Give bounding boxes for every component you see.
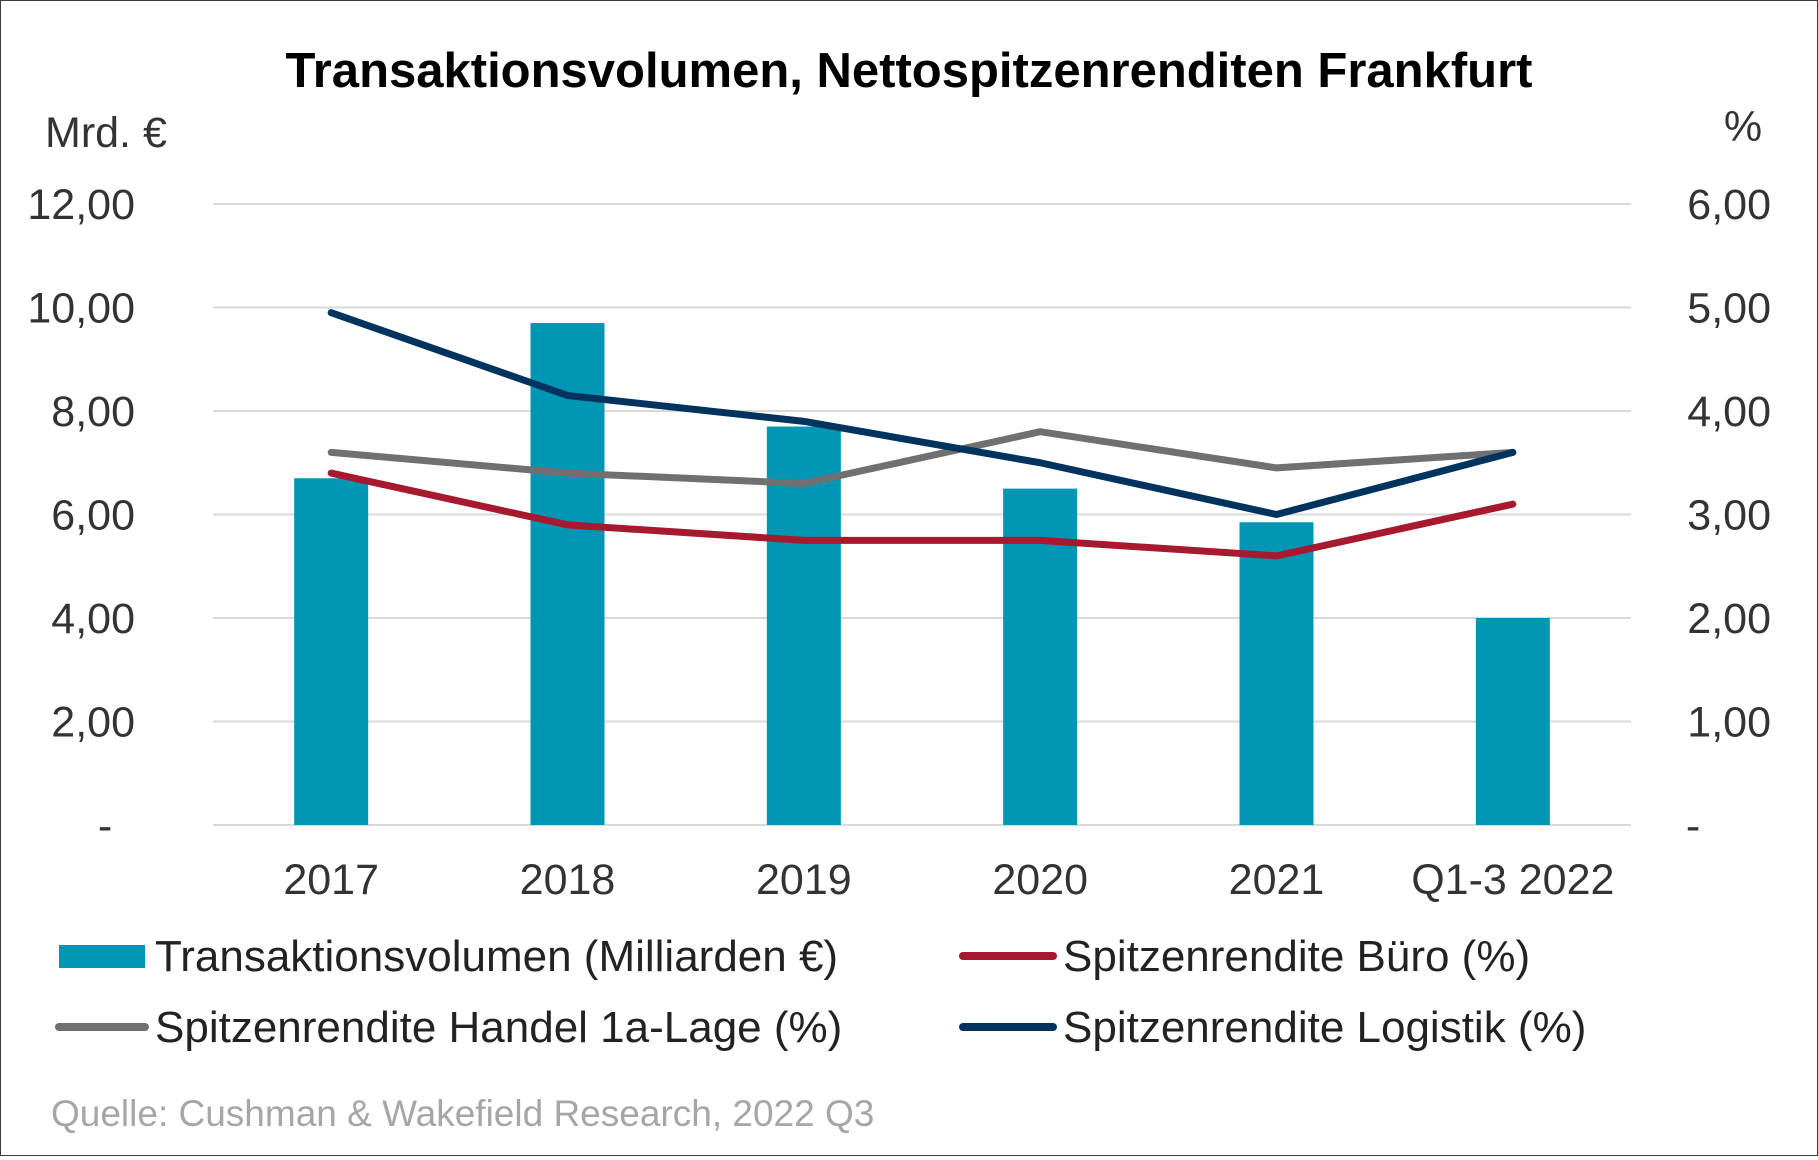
bar-q1-3-2022 — [1475, 618, 1550, 825]
legend-swatch-transaktionsvolumen — [59, 945, 145, 968]
y-right-tick-label: - — [1686, 802, 1700, 850]
y-left-tick-label: 12,00 — [27, 181, 135, 229]
gridlines — [213, 203, 1631, 826]
bar-series — [294, 323, 1550, 825]
bar-2017 — [294, 478, 369, 825]
chart-title: Transaktionsvolumen, Nettospitzenrendite… — [286, 44, 1533, 98]
y-right-tick-label: 2,00 — [1687, 595, 1771, 643]
x-tick-label-2017: 2017 — [283, 856, 379, 904]
y-right-ticks: - 1,00 2,00 3,00 4,00 5,00 6,00 — [1686, 181, 1771, 850]
legend: Transaktionsvolumen (Milliarden €) Spitz… — [55, 932, 1586, 1052]
y-left-tick-label: - — [98, 802, 112, 850]
bar-2018 — [530, 323, 605, 825]
legend-label-handel: Spitzenrendite Handel 1a-Lage (%) — [155, 1003, 842, 1052]
y-left-tick-label: 6,00 — [51, 492, 135, 540]
y-left-tick-label: 8,00 — [51, 388, 135, 436]
legend-label-logistik: Spitzenrendite Logistik (%) — [1063, 1003, 1586, 1052]
line-series — [327, 309, 1517, 560]
y-right-tick-label: 6,00 — [1687, 181, 1771, 229]
line-spitzenrendite-logistik — [327, 309, 1517, 518]
source-note: Quelle: Cushman & Wakefield Research, 20… — [51, 1093, 874, 1134]
y-right-tick-label: 3,00 — [1687, 492, 1771, 540]
y-left-axis-label: Mrd. € — [45, 109, 167, 157]
y-right-tick-label: 1,00 — [1687, 699, 1771, 747]
bar-2021 — [1239, 522, 1314, 825]
x-tick-label-2020: 2020 — [992, 856, 1088, 904]
x-tick-label-2019: 2019 — [756, 856, 852, 904]
y-left-ticks: - 2,00 4,00 6,00 8,00 10,00 12,00 — [27, 181, 135, 850]
legend-label-buero: Spitzenrendite Büro (%) — [1063, 932, 1530, 981]
x-tick-label-q1-3-2022: Q1-3 2022 — [1411, 856, 1614, 904]
line-spitzenrendite-b-ro — [327, 469, 1517, 560]
x-axis-ticks: 2017 2018 2019 2020 2021 Q1-3 2022 — [283, 856, 1614, 904]
x-tick-label-2018: 2018 — [520, 856, 616, 904]
line-spitzenrendite-handel-1a-lage — [327, 428, 1517, 487]
bar-2019 — [766, 426, 841, 825]
y-left-tick-label: 4,00 — [51, 595, 135, 643]
y-right-tick-label: 4,00 — [1687, 388, 1771, 436]
y-left-tick-label: 2,00 — [51, 699, 135, 747]
x-tick-label-2021: 2021 — [1229, 856, 1325, 904]
y-left-tick-label: 10,00 — [27, 285, 135, 333]
y-right-axis-label: % — [1724, 103, 1762, 151]
legend-label-transaktionsvolumen: Transaktionsvolumen (Milliarden €) — [155, 932, 838, 981]
y-right-tick-label: 5,00 — [1687, 285, 1771, 333]
